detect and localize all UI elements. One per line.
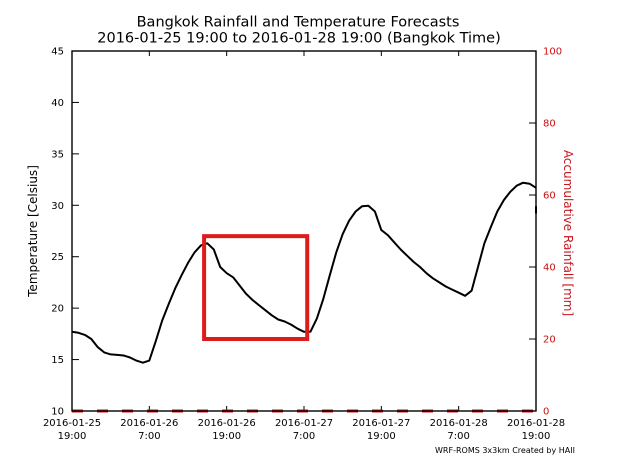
- x-tick-label-line: 7:00: [293, 431, 315, 442]
- y2-axis-label: Accumulative Rainfall [mm]: [561, 150, 575, 316]
- x-tick-label-line: 2016-01-25: [43, 418, 101, 429]
- y-tick-label: 20: [51, 304, 64, 315]
- y2-tick-label: 20: [543, 335, 556, 346]
- y-tick-label: 25: [51, 252, 64, 263]
- y2-tick-label: 40: [543, 263, 556, 274]
- x-tick-label: 2016-01-28 7:00: [430, 418, 488, 442]
- y-tick-label: 40: [51, 98, 64, 109]
- plot-frame: [71, 50, 537, 412]
- y2-tick-label: 80: [543, 119, 556, 130]
- chart-title-line-1: Bangkok Rainfall and Temperature Forecas…: [137, 15, 460, 31]
- highlight-box: [202, 234, 310, 341]
- x-tick-label-line: 2016-01-26: [198, 418, 256, 429]
- x-axis-ticks: 2016-01-25 19:00 2016-01-26 7:00 2016-01-26 1…: [43, 51, 565, 442]
- x-tick-label: 2016-01-27 19:00: [352, 418, 410, 442]
- x-tick-label-line: 19:00: [212, 431, 241, 442]
- y-axis-label: Temperature [Celsius]: [26, 165, 40, 298]
- x-tick-label-line: 19:00: [522, 431, 551, 442]
- x-tick-label-line: 2016-01-27: [275, 418, 333, 429]
- y-tick-label: 35: [51, 149, 64, 160]
- y-tick-label: 45: [51, 47, 64, 58]
- plot-area: [72, 51, 536, 411]
- x-tick-label: 2016-01-27 7:00: [275, 418, 333, 442]
- x-tick-label: 2016-01-26 19:00: [198, 418, 256, 442]
- x-tick-label: 2016-01-25 19:00: [43, 418, 101, 442]
- y-tick-label: 30: [51, 201, 64, 212]
- x-tick-label-line: 2016-01-27: [352, 418, 410, 429]
- x-tick-label: 2016-01-28 19:00: [507, 418, 565, 442]
- series-line-temperature: [71, 181, 537, 364]
- footer-credit: WRF-ROMS 3x3km Created by HAII: [435, 446, 575, 455]
- x-tick-label: 2016-01-26 7:00: [120, 418, 178, 442]
- x-tick-label-line: 19:00: [367, 431, 396, 442]
- x-tick-label-line: 2016-01-28: [507, 418, 565, 429]
- y-tick-label: 15: [51, 355, 64, 366]
- x-tick-label-line: 19:00: [58, 431, 87, 442]
- y2-tick-label: 0: [543, 407, 549, 418]
- x-tick-label-line: 2016-01-26: [120, 418, 178, 429]
- x-tick-label-line: 7:00: [138, 431, 160, 442]
- chart-title: Bangkok Rainfall and Temperature Forecas…: [97, 15, 501, 47]
- y2-tick-label: 100: [543, 47, 562, 58]
- y2-tick-label: 60: [543, 191, 556, 202]
- chart-title-line-2: 2016-01-25 19:00 to 2016-01-28 19:00 (Ba…: [97, 31, 501, 47]
- y-tick-label: 10: [51, 407, 64, 418]
- x-tick-label-line: 2016-01-28: [430, 418, 488, 429]
- x-tick-label-line: 7:00: [447, 431, 469, 442]
